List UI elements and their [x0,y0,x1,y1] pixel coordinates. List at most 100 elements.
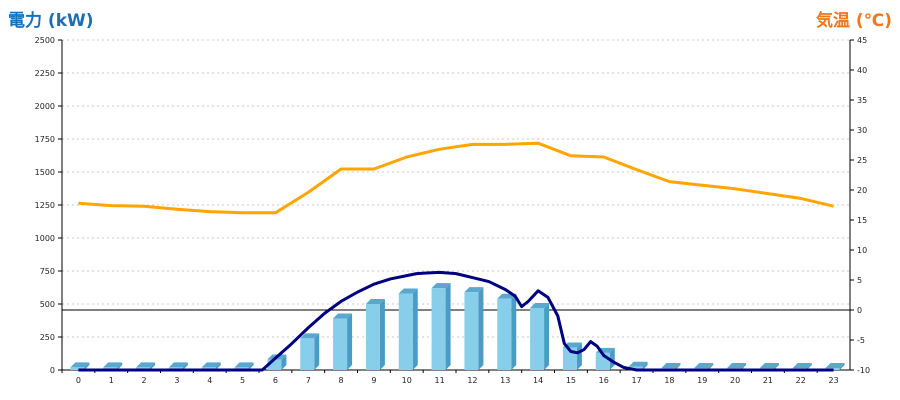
x-tick-label: 1 [109,376,114,385]
x-tick-label: 4 [207,376,212,385]
x-tick-label: 0 [76,376,81,385]
right-tick-label: 45 [857,36,867,45]
x-tick-label: 23 [828,376,838,385]
temperature-line [78,141,834,215]
bar-top [201,362,221,368]
x-tick-label: 17 [631,376,641,385]
right-tick-label: 20 [857,186,867,195]
bar-10 [398,288,418,370]
bar-top [759,363,779,369]
right-tick-label: -5 [857,336,865,345]
bar-face [333,318,348,370]
bar-8 [333,313,353,370]
bar-top [300,333,320,339]
bar-top [661,363,681,369]
bar-top [365,299,385,304]
right-tick-label: 0 [857,306,862,315]
bar-face [497,298,512,370]
left-tick-label: 2250 [35,69,55,78]
bar-side [511,293,517,370]
x-tick-label: 6 [273,376,278,385]
bar-9 [365,299,385,370]
bar-face [431,288,446,370]
x-tick-label: 8 [339,376,344,385]
lines [78,141,834,372]
bar-side [675,363,681,370]
bar-top [234,362,254,368]
x-tick-label: 10 [402,376,412,385]
bar-top [70,362,90,368]
bar-face [70,367,85,370]
bar-top [136,362,156,368]
bar-side [379,299,385,370]
bar-11 [431,283,451,370]
bar-side [182,362,188,370]
x-tick-label: 16 [599,376,609,385]
right-tick-label: -10 [857,366,870,375]
bar-face [398,293,413,370]
bar-0 [70,362,90,370]
x-tick-label: 19 [697,376,707,385]
bar-top [431,283,451,289]
right-tick-label: 25 [857,156,867,165]
left-tick-label: 2500 [35,36,55,45]
bar-side [806,363,812,370]
left-tick-label: 2000 [35,102,55,111]
bar-top [398,288,418,294]
bar-side [215,362,221,370]
bar-top [333,313,353,319]
bar-top [727,363,747,369]
bar-side [708,363,714,370]
x-tick-label: 21 [763,376,773,385]
power-line [78,270,834,372]
bar-top [825,363,845,369]
left-tick-label: 0 [50,366,55,375]
x-tick-label: 15 [566,376,576,385]
bar-side [347,313,353,370]
bar-side [609,347,615,370]
bar-side [150,362,156,370]
x-tick-label: 18 [664,376,674,385]
grid [62,39,850,338]
bar-7 [300,333,320,370]
bar-side [412,288,418,370]
x-tick-label: 9 [371,376,376,385]
bar-face [267,359,282,370]
bar-side [478,287,484,370]
x-tick-label: 7 [306,376,311,385]
left-tick-label: 500 [40,300,55,309]
bar-12 [464,287,484,370]
x-tick-label: 22 [796,376,806,385]
left-tick-label: 750 [40,267,55,276]
bar-top [694,363,714,369]
bar-side [576,342,582,370]
right-tick-label: 15 [857,216,867,225]
bar-side [741,363,747,370]
x-tick-label: 3 [174,376,179,385]
x-tick-label: 20 [730,376,740,385]
right-tick-label: 10 [857,246,867,255]
bar-side [642,361,648,370]
left-tick-label: 250 [40,333,55,342]
bar-top [103,362,123,368]
x-tick-label: 2 [142,376,147,385]
left-tick-label: 1500 [35,168,55,177]
bar-side [84,362,90,370]
x-tick-label: 14 [533,376,543,385]
x-tick-label: 11 [434,376,444,385]
bar-face [530,307,545,370]
right-tick-label: 5 [857,276,862,285]
x-tick-label: 13 [500,376,510,385]
bar-side [544,302,550,370]
bar-14 [530,302,550,370]
left-tick-label: 1750 [35,135,55,144]
tick-labels: 02505007501000125015001750200022502500-1… [35,36,870,385]
bar-side [117,362,123,370]
bar-face [300,338,315,370]
right-tick-label: 30 [857,126,867,135]
bar-side [839,363,845,370]
bar-top [628,361,648,367]
x-tick-label: 12 [467,376,477,385]
bar-top [530,302,550,308]
bar-16 [595,347,615,370]
